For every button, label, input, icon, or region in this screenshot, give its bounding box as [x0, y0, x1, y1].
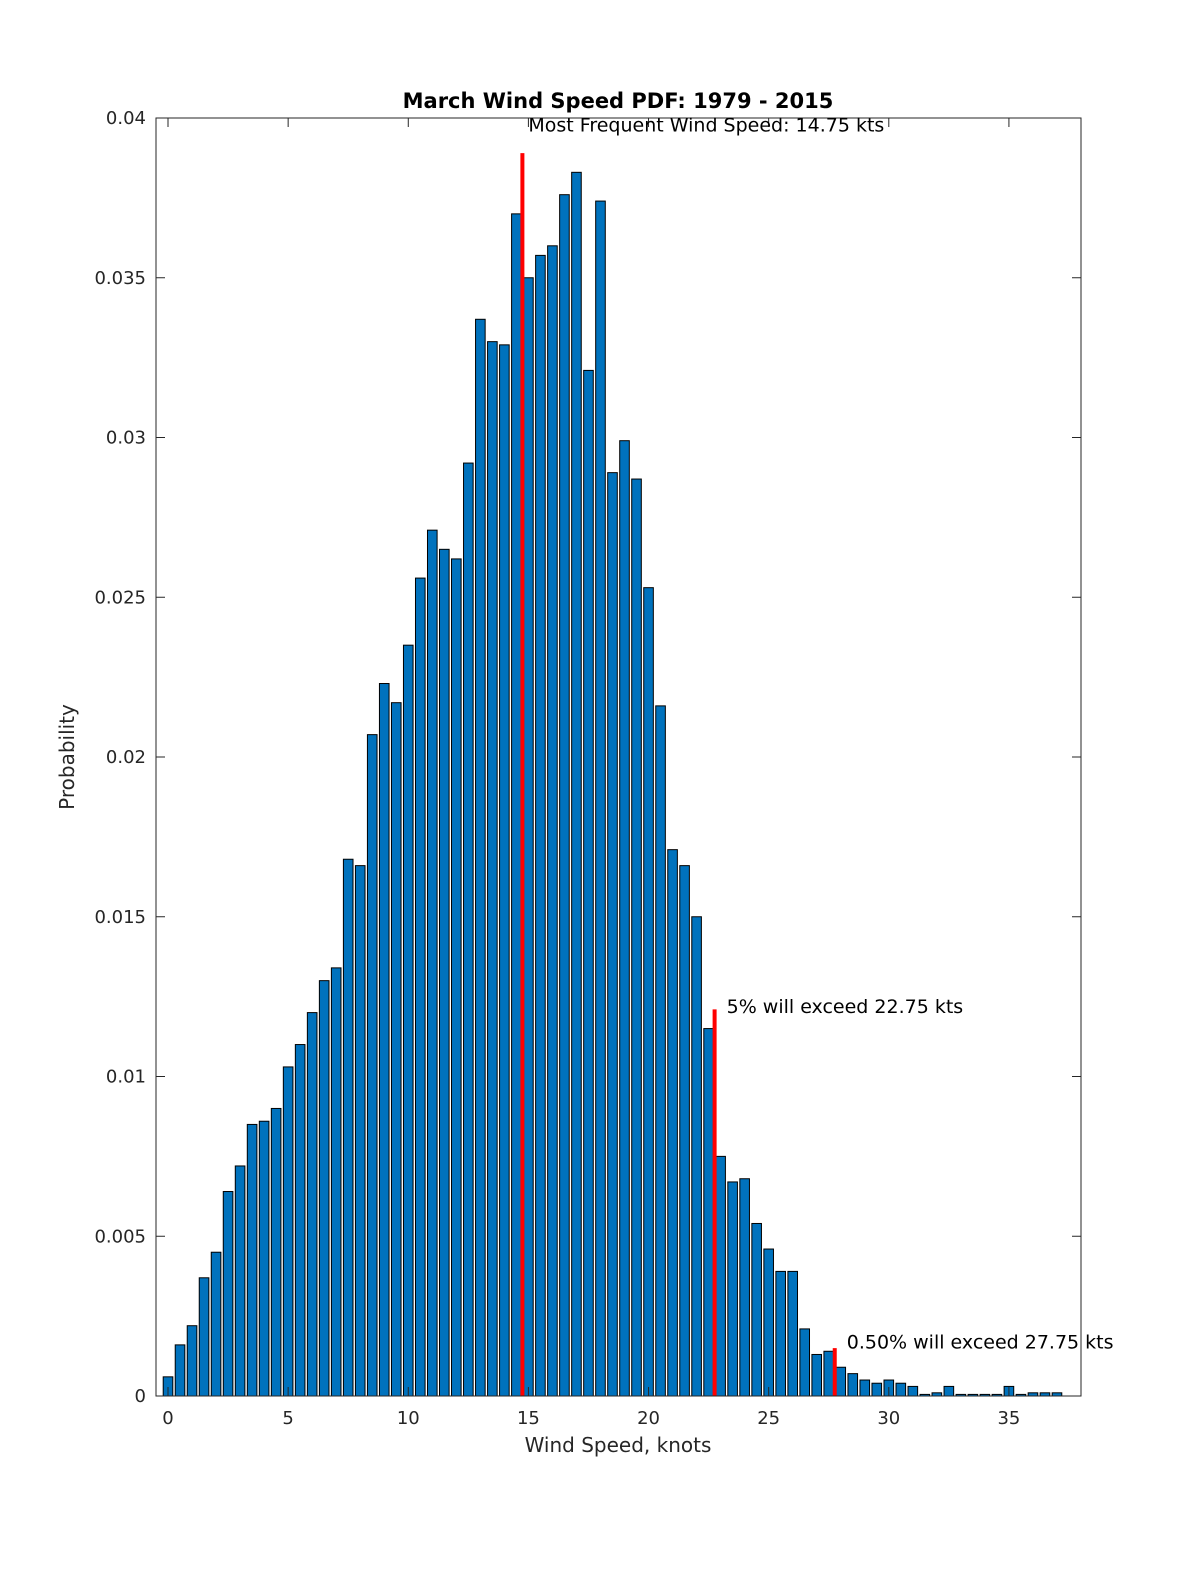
bar: [451, 558, 462, 1397]
bar: [943, 1385, 955, 1397]
annotation: 0.50% will exceed 27.75 kts: [847, 1332, 1114, 1354]
bar: [847, 1373, 859, 1397]
bar: [306, 1012, 318, 1397]
bar: [571, 171, 582, 1397]
bar: [559, 194, 570, 1397]
bar: [426, 529, 438, 1397]
plot-frame: [155, 117, 1082, 1397]
bar: [475, 318, 486, 1397]
bar: [210, 1251, 222, 1397]
y-tick-label: 0.025: [94, 587, 146, 608]
bar: [354, 865, 366, 1397]
bar: [246, 1123, 258, 1397]
bar: [174, 1344, 186, 1397]
bar: [270, 1107, 282, 1397]
bar: [787, 1270, 798, 1397]
x-tick-label: 15: [517, 1408, 540, 1429]
bar: [258, 1120, 270, 1397]
bar: [667, 849, 678, 1397]
bar: [511, 213, 522, 1397]
bar: [799, 1328, 811, 1397]
bar: [198, 1277, 210, 1397]
bar: [234, 1165, 246, 1397]
bar: [727, 1181, 738, 1397]
bar: [823, 1350, 835, 1397]
bar: [751, 1222, 762, 1397]
x-tick-label: 30: [877, 1408, 900, 1429]
x-tick-label: 20: [637, 1408, 660, 1429]
x-tick-label: 25: [757, 1408, 780, 1429]
annotation: Most Frequent Wind Speed: 14.75 kts: [528, 114, 884, 136]
axis-ticks: [156, 117, 1081, 1397]
bar: [655, 705, 666, 1397]
bar: [679, 865, 690, 1397]
bar: [366, 734, 378, 1397]
y-tick-label: 0.035: [94, 268, 146, 289]
bar: [186, 1325, 198, 1397]
bar: [763, 1248, 774, 1397]
bar: [523, 277, 534, 1397]
bars: [162, 171, 1063, 1397]
x-tick-label: 35: [997, 1408, 1020, 1429]
bar: [222, 1191, 234, 1397]
bar: [871, 1382, 883, 1397]
bar: [811, 1353, 823, 1397]
bar: [439, 548, 450, 1397]
y-tick-labels: 0 0.005 0.01 0.015 0.02 0.025 0.03 0.035 0.04: [94, 108, 146, 1407]
x-tick-label: 0: [162, 1408, 173, 1429]
bar: [739, 1178, 750, 1397]
bar: [390, 702, 402, 1397]
marker-lines: [520, 153, 837, 1396]
bar: [318, 980, 330, 1397]
bar: [547, 245, 558, 1397]
bar: [583, 369, 594, 1397]
bar: [378, 683, 390, 1397]
bar: [715, 1155, 726, 1397]
bar: [835, 1366, 847, 1397]
x-tick-labels: 0 5 10 15 20 25 30 35: [162, 1408, 1020, 1429]
bar: [402, 644, 414, 1397]
y-tick-label: 0.02: [106, 747, 146, 768]
y-tick-label: 0.01: [106, 1067, 146, 1088]
bar: [895, 1382, 907, 1397]
bar: [535, 254, 546, 1397]
y-tick-label: 0: [135, 1386, 146, 1407]
x-tick-label: 5: [282, 1408, 293, 1429]
bar: [330, 967, 342, 1397]
chart-title: March Wind Speed PDF: 1979 - 2015: [403, 89, 834, 113]
bar: [859, 1379, 871, 1397]
bar: [282, 1066, 294, 1397]
bar: [595, 200, 606, 1397]
bar: [607, 472, 618, 1397]
y-tick-label: 0.015: [94, 907, 146, 928]
bar: [775, 1270, 786, 1397]
bar: [414, 577, 426, 1397]
bar: [643, 587, 654, 1397]
bar: [463, 462, 474, 1397]
annotation: 5% will exceed 22.75 kts: [727, 996, 964, 1018]
x-axis-label: Wind Speed, knots: [525, 1433, 712, 1457]
bar: [499, 344, 510, 1397]
bar: [691, 916, 702, 1397]
annotations: Most Frequent Wind Speed: 14.75 kts 5% wi…: [528, 114, 1113, 1353]
bar: [631, 478, 642, 1397]
y-tick-label: 0.005: [94, 1226, 146, 1247]
bar: [619, 440, 630, 1397]
bar: [487, 341, 498, 1397]
x-tick-label: 10: [397, 1408, 420, 1429]
bar: [703, 1028, 714, 1397]
bar: [907, 1385, 919, 1397]
y-tick-label: 0.03: [106, 428, 146, 449]
y-tick-label: 0.04: [106, 108, 146, 129]
y-axis-label: Probability: [55, 704, 79, 810]
bar: [342, 858, 354, 1397]
bar: [294, 1044, 306, 1397]
